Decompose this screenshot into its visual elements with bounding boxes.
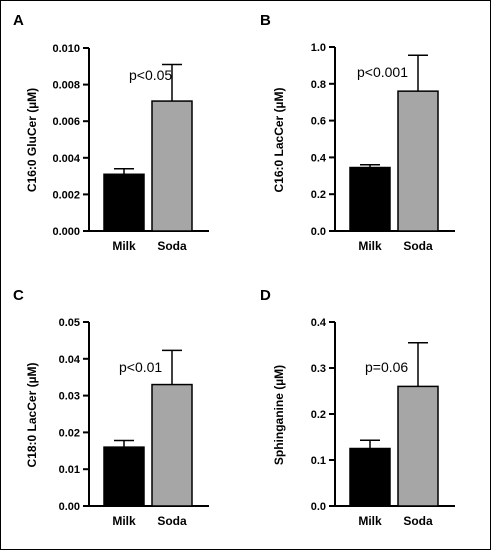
y-tick-label: 0.006 <box>52 116 80 128</box>
y-tick-label: 0.004 <box>52 153 80 165</box>
x-category-label: Milk <box>112 514 136 528</box>
y-axis-label: C18:0 LacCer (µM) <box>25 363 39 468</box>
p-value-annotation: p=0.06 <box>365 359 408 375</box>
x-category-label: Soda <box>403 514 433 528</box>
y-tick-label: 0.002 <box>52 189 80 201</box>
y-axis-label: C16:0 GluCer (µM) <box>25 88 39 192</box>
bar-soda <box>397 385 439 507</box>
y-tick-label: 0.3 <box>311 363 326 375</box>
y-tick-label: 0.1 <box>311 455 326 467</box>
bar-milk <box>349 447 391 507</box>
y-tick-label: 0.01 <box>59 464 80 476</box>
bar-soda <box>151 100 193 232</box>
y-tick-label: 0.010 <box>52 43 80 55</box>
p-value-annotation: p<0.001 <box>357 64 408 80</box>
bar-milk <box>349 166 391 232</box>
p-value-annotation: p<0.05 <box>129 67 172 83</box>
bar-milk <box>103 173 145 232</box>
bar-milk <box>103 446 145 507</box>
y-axis-label: Sphinganine (µM) <box>272 365 286 465</box>
panel-a: A 0.000 0.002 0.004 0.006 0.008 0.010 C16:0 Glu… <box>13 12 209 253</box>
x-category-label: Soda <box>157 514 187 528</box>
y-tick-label: 0.4 <box>311 152 327 164</box>
x-category-label: Milk <box>358 239 382 253</box>
x-category-label: Milk <box>112 239 136 253</box>
panel-letter: A <box>13 12 24 29</box>
panel-c: C 0.00 0.01 0.02 0.03 0.04 0.05 C18:0 LacCer (µ… <box>13 287 209 528</box>
x-category-label: Milk <box>358 514 382 528</box>
y-tick-label: 0.05 <box>59 317 80 329</box>
panel-letter: C <box>13 287 24 304</box>
y-tick-label: 0.03 <box>59 391 80 403</box>
y-tick-label: 0.000 <box>52 226 80 238</box>
y-tick-label: 1.0 <box>311 42 326 54</box>
panel-b: B 0.0 0.2 0.4 0.6 0.8 1.0 C16:0 LacCer (µM) Milk… <box>260 12 455 253</box>
panel-letter: D <box>260 287 271 304</box>
bar-soda <box>151 383 193 507</box>
y-tick-label: 0.0 <box>311 501 326 513</box>
y-tick-label: 0.4 <box>311 317 327 329</box>
y-tick-label: 0.04 <box>59 354 81 366</box>
y-tick-label: 0.6 <box>311 116 326 128</box>
y-tick-label: 0.2 <box>311 189 326 201</box>
x-category-label: Soda <box>403 239 433 253</box>
x-category-label: Soda <box>157 239 187 253</box>
p-value-annotation: p<0.01 <box>119 359 162 375</box>
y-tick-label: 0.008 <box>52 80 80 92</box>
y-tick-label: 0.0 <box>311 226 326 238</box>
panel-d: D 0.0 0.1 0.2 0.3 0.4 Sphinganine (µM) Milk Soda… <box>260 287 455 528</box>
y-axis-label: C16:0 LacCer (µM) <box>272 88 286 193</box>
y-tick-label: 0.00 <box>59 501 80 513</box>
y-tick-label: 0.8 <box>311 79 326 91</box>
bar-soda <box>397 90 439 232</box>
y-tick-label: 0.2 <box>311 409 326 421</box>
panel-letter: B <box>260 12 271 29</box>
y-tick-label: 0.02 <box>59 427 80 439</box>
